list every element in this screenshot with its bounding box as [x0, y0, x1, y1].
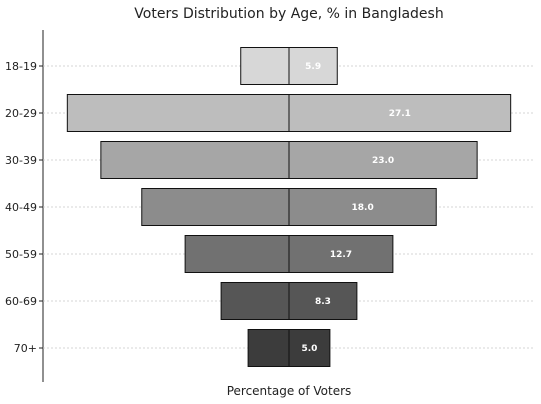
data-label-60-69: 8.3	[315, 297, 331, 307]
chart-title: Voters Distribution by Age, % in Banglad…	[134, 6, 443, 22]
y-tick-label-40-49: 40-49	[5, 201, 37, 214]
bar-left-60-69	[220, 282, 290, 320]
x-axis-label: Percentage of Voters	[227, 384, 352, 398]
bars: 5.9 27.1 23.0 18.0 12.7 8.3 5.0	[66, 47, 512, 367]
bar-right-50-59	[288, 235, 394, 273]
bar-left-20-29	[66, 94, 290, 132]
data-label-18-19: 5.9	[305, 62, 321, 72]
bar-left-18-19	[240, 47, 290, 85]
bar-right-70+	[288, 329, 331, 367]
bar-right-20-29	[288, 94, 512, 132]
data-label-50-59: 12.7	[330, 250, 352, 260]
bar-left-50-59	[184, 235, 290, 273]
y-ticks: 18-19 20-29 30-39 40-49 50-59 60-69 70+	[5, 60, 43, 355]
data-label-30-39: 23.0	[372, 156, 394, 166]
bar-right-60-69	[288, 282, 358, 320]
bar-left-70+	[247, 329, 290, 367]
bar-right-40-49	[288, 188, 437, 226]
y-tick-label-70+: 70+	[14, 342, 37, 355]
data-label-20-29: 27.1	[389, 109, 411, 119]
y-tick-label-20-29: 20-29	[5, 107, 37, 120]
bar-left-30-39	[100, 141, 290, 179]
bar-right-18-19	[288, 47, 338, 85]
y-tick-label-60-69: 60-69	[5, 295, 37, 308]
data-label-70+: 5.0	[301, 344, 317, 354]
bar-left-40-49	[141, 188, 290, 226]
y-tick-label-30-39: 30-39	[5, 154, 37, 167]
bar-right-30-39	[288, 141, 478, 179]
y-tick-label-18-19: 18-19	[5, 60, 37, 73]
data-label-40-49: 18.0	[352, 203, 374, 213]
y-tick-label-50-59: 50-59	[5, 248, 37, 261]
